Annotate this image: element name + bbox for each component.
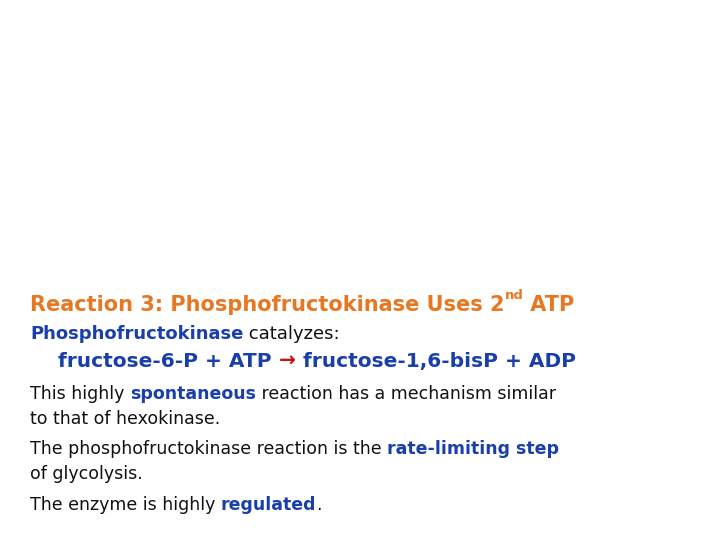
Text: The phosphofructokinase reaction is the: The phosphofructokinase reaction is the: [30, 440, 387, 458]
Text: .: .: [316, 496, 322, 514]
Text: spontaneous: spontaneous: [130, 385, 256, 403]
Text: Reaction 3: Phosphofructokinase Uses 2: Reaction 3: Phosphofructokinase Uses 2: [30, 295, 505, 315]
Text: to that of hexokinase.: to that of hexokinase.: [30, 410, 220, 428]
Text: This highly: This highly: [30, 385, 130, 403]
Text: regulated: regulated: [221, 496, 316, 514]
Text: Phosphofructokinase: Phosphofructokinase: [30, 325, 243, 343]
Text: fructose-6-P + ATP: fructose-6-P + ATP: [30, 352, 279, 371]
Text: nd: nd: [505, 289, 523, 302]
Text: of glycolysis.: of glycolysis.: [30, 465, 143, 483]
Text: reaction has a mechanism similar: reaction has a mechanism similar: [256, 385, 556, 403]
Text: →: →: [279, 352, 295, 371]
Text: catalyzes:: catalyzes:: [243, 325, 340, 343]
Text: ATP: ATP: [523, 295, 575, 315]
Text: The enzyme is highly: The enzyme is highly: [30, 496, 221, 514]
Text: fructose-1,6-bisP + ADP: fructose-1,6-bisP + ADP: [295, 352, 575, 371]
Text: rate-limiting step: rate-limiting step: [387, 440, 559, 458]
